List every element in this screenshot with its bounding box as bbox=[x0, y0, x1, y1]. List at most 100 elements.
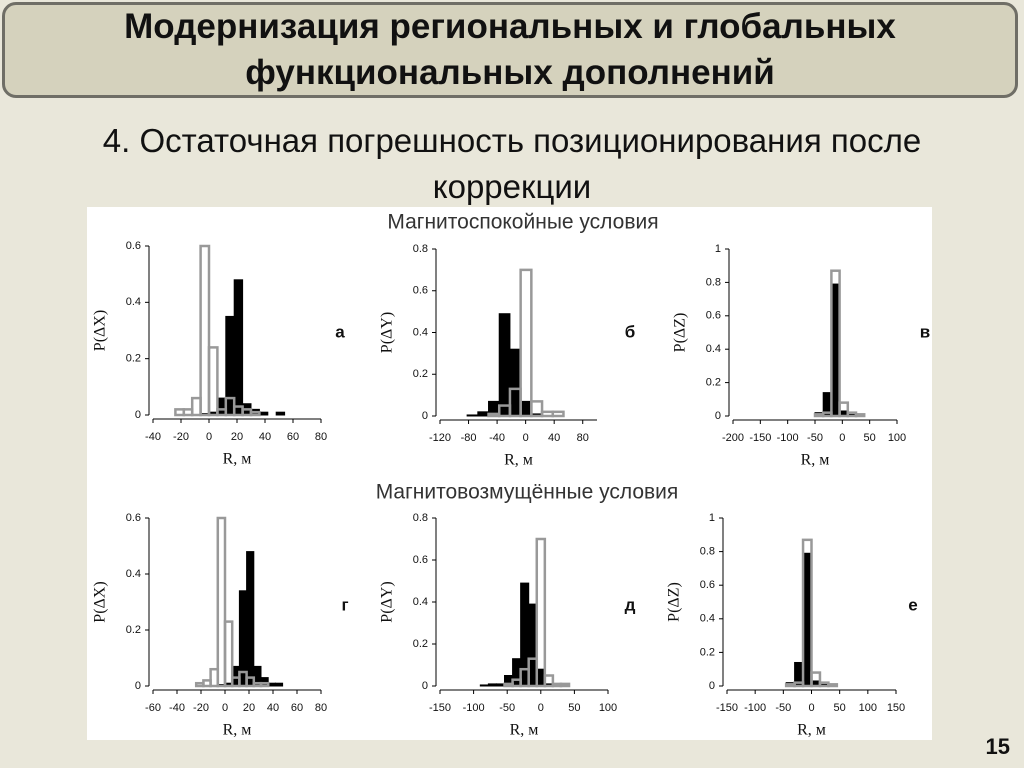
histogram-bar bbox=[543, 674, 555, 688]
y-tick-label: 0.4 bbox=[706, 343, 721, 355]
x-tick-label: -200 bbox=[722, 432, 744, 444]
x-tick-label: 0 bbox=[808, 702, 814, 714]
x-tick-label: 40 bbox=[548, 432, 560, 444]
section-heading: Магнитовозмущённые условия bbox=[376, 481, 679, 504]
x-tick-label: 0 bbox=[523, 432, 529, 444]
histogram-bar bbox=[466, 414, 479, 417]
panel-label: д bbox=[625, 595, 636, 614]
x-tick-label: 100 bbox=[599, 702, 617, 714]
x-axis-label: R, м bbox=[504, 452, 533, 469]
x-tick-label: -50 bbox=[807, 432, 823, 444]
x-tick-label: 100 bbox=[888, 432, 906, 444]
histogram-bar bbox=[530, 400, 544, 418]
x-tick-label: -20 bbox=[193, 702, 209, 714]
x-tick-label: 40 bbox=[259, 431, 271, 443]
y-tick-label: 0.2 bbox=[126, 624, 141, 636]
histogram-bar bbox=[551, 410, 565, 418]
x-tick-label: 0 bbox=[538, 702, 544, 714]
y-tick-label: 0.4 bbox=[413, 326, 428, 338]
histogram-bar bbox=[259, 681, 270, 688]
x-axis-label: R, м bbox=[801, 452, 830, 469]
histogram-bar bbox=[225, 315, 235, 416]
panel-label: в bbox=[920, 322, 930, 341]
histogram-bar bbox=[216, 516, 227, 688]
slide-title: Модернизация региональных и глобальных ф… bbox=[2, 2, 1018, 98]
histogram-bar bbox=[477, 411, 490, 417]
y-tick-label: 0.6 bbox=[700, 579, 715, 591]
panel-label: б bbox=[625, 322, 636, 341]
y-tick-label: 0.6 bbox=[706, 310, 721, 322]
histogram-bar bbox=[802, 552, 812, 687]
histogram-bar bbox=[827, 683, 839, 688]
y-tick-label: 1 bbox=[709, 512, 715, 524]
x-tick-label: 80 bbox=[315, 431, 327, 443]
x-tick-label: -150 bbox=[716, 702, 738, 714]
y-tick-label: 0 bbox=[135, 680, 141, 692]
y-tick-label: 0.6 bbox=[126, 512, 141, 524]
histogram-bar bbox=[535, 537, 547, 688]
histogram-bar bbox=[838, 401, 850, 418]
x-tick-label: -150 bbox=[429, 702, 451, 714]
y-tick-label: 0.2 bbox=[706, 377, 721, 389]
figure-background bbox=[87, 207, 932, 740]
y-tick-label: 0 bbox=[135, 409, 141, 421]
y-tick-label: 0.4 bbox=[700, 613, 715, 625]
x-tick-label: 50 bbox=[864, 432, 876, 444]
y-axis-label: P(ΔY) bbox=[379, 312, 396, 353]
x-axis-label: R, м bbox=[510, 722, 539, 739]
x-tick-label: -40 bbox=[145, 431, 161, 443]
x-tick-label: -150 bbox=[749, 432, 771, 444]
y-tick-label: 0.4 bbox=[126, 568, 141, 580]
x-tick-label: -120 bbox=[429, 432, 451, 444]
y-tick-label: 0.2 bbox=[700, 646, 715, 658]
histogram-bar bbox=[509, 348, 522, 417]
histogram-bar bbox=[784, 683, 796, 688]
histogram-bar bbox=[830, 269, 841, 418]
histogram-bar bbox=[258, 411, 269, 416]
x-tick-label: -80 bbox=[461, 432, 477, 444]
x-tick-label: 20 bbox=[231, 431, 243, 443]
y-tick-label: 0.2 bbox=[413, 368, 428, 380]
x-tick-label: 50 bbox=[568, 702, 580, 714]
panel-label: е bbox=[908, 595, 917, 614]
histogram-bar bbox=[801, 538, 813, 688]
x-tick-label: 0 bbox=[206, 431, 212, 443]
x-tick-label: 50 bbox=[834, 702, 846, 714]
y-tick-label: 0.8 bbox=[413, 243, 428, 255]
histogram-bar bbox=[519, 268, 533, 418]
x-tick-label: -40 bbox=[489, 432, 505, 444]
x-tick-label: 150 bbox=[887, 702, 905, 714]
y-axis-label: P(ΔZ) bbox=[666, 582, 683, 622]
y-tick-label: 0.6 bbox=[413, 285, 428, 297]
x-tick-label: -40 bbox=[169, 702, 185, 714]
x-tick-label: 80 bbox=[577, 432, 589, 444]
x-tick-label: 40 bbox=[267, 702, 279, 714]
x-tick-label: 100 bbox=[859, 702, 877, 714]
y-axis-label: P(ΔZ) bbox=[672, 313, 689, 353]
y-tick-label: 0 bbox=[715, 410, 721, 422]
x-tick-label: 80 bbox=[315, 702, 327, 714]
y-tick-label: 0.4 bbox=[413, 596, 428, 608]
y-tick-label: 0 bbox=[422, 410, 428, 422]
histogram-bar bbox=[223, 620, 234, 688]
x-axis-label: R, м bbox=[223, 451, 252, 468]
y-tick-label: 0.4 bbox=[126, 296, 141, 308]
x-axis-label: R, м bbox=[797, 722, 826, 739]
y-tick-label: 0.6 bbox=[413, 554, 428, 566]
x-tick-label: 0 bbox=[222, 702, 228, 714]
histogram-bar bbox=[810, 671, 822, 688]
y-axis-label: P(ΔX) bbox=[92, 581, 109, 622]
y-tick-label: 0.8 bbox=[413, 512, 428, 524]
x-tick-label: 20 bbox=[243, 702, 255, 714]
slide-number: 15 bbox=[985, 734, 1010, 759]
y-tick-label: 0.8 bbox=[700, 546, 715, 558]
histogram-bar bbox=[249, 410, 261, 417]
panel-label: а bbox=[335, 322, 345, 341]
histogram-bar bbox=[274, 682, 284, 687]
histogram-bar bbox=[498, 313, 511, 417]
x-tick-label: -100 bbox=[777, 432, 799, 444]
y-tick-label: 0.2 bbox=[413, 638, 428, 650]
x-tick-label: -50 bbox=[775, 702, 791, 714]
